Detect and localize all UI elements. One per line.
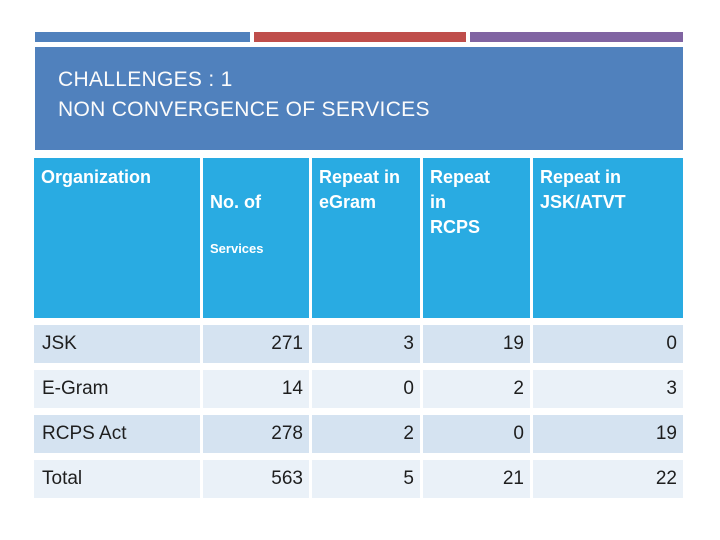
cell-egram-services: 14 [203, 370, 309, 408]
cell-egram-rcps: 2 [423, 370, 530, 408]
col-header-repeat-jsk-atvt: Repeat in JSK/ATVT [533, 158, 683, 318]
cell-total-atvt: 22 [533, 460, 683, 498]
cell-total-org: Total [34, 460, 200, 498]
cell-total-egram: 5 [312, 460, 420, 498]
accent-bar-red [254, 32, 466, 42]
cell-jsk-atvt: 0 [533, 325, 683, 363]
col-header-services-sublabel: Services [210, 241, 264, 256]
col-header-organization: Organization [34, 158, 200, 318]
cell-jsk-services: 271 [203, 325, 309, 363]
cell-total-rcps: 21 [423, 460, 530, 498]
cell-rcps-egram: 2 [312, 415, 420, 453]
cell-egram-org: E-Gram [34, 370, 200, 408]
cell-jsk-rcps: 19 [423, 325, 530, 363]
cell-jsk-org: JSK [34, 325, 200, 363]
col-header-repeat-rcps: Repeat in RCPS [423, 158, 530, 318]
accent-bar-blue [35, 32, 250, 42]
col-header-repeat-egram: Repeat in eGram [312, 158, 420, 318]
cell-total-services: 563 [203, 460, 309, 498]
cell-rcps-rcps: 0 [423, 415, 530, 453]
col-header-no-of-services: No. of Services [203, 158, 309, 318]
col-header-no-of-label: No. of [210, 192, 261, 212]
accent-bar-purple [470, 32, 683, 42]
services-table: Organization No. of Services Repeat in e… [34, 158, 683, 498]
cell-rcps-org: RCPS Act [34, 415, 200, 453]
cell-rcps-services: 278 [203, 415, 309, 453]
slide-title-box: CHALLENGES : 1 NON CONVERGENCE OF SERVIC… [35, 47, 683, 150]
cell-jsk-egram: 3 [312, 325, 420, 363]
slide-title-line1: CHALLENGES : 1 [58, 68, 233, 91]
accent-bar-row [35, 32, 683, 42]
cell-egram-atvt: 3 [533, 370, 683, 408]
cell-egram-egram: 0 [312, 370, 420, 408]
slide-title-line2: NON CONVERGENCE OF SERVICES [58, 98, 430, 121]
cell-rcps-atvt: 19 [533, 415, 683, 453]
